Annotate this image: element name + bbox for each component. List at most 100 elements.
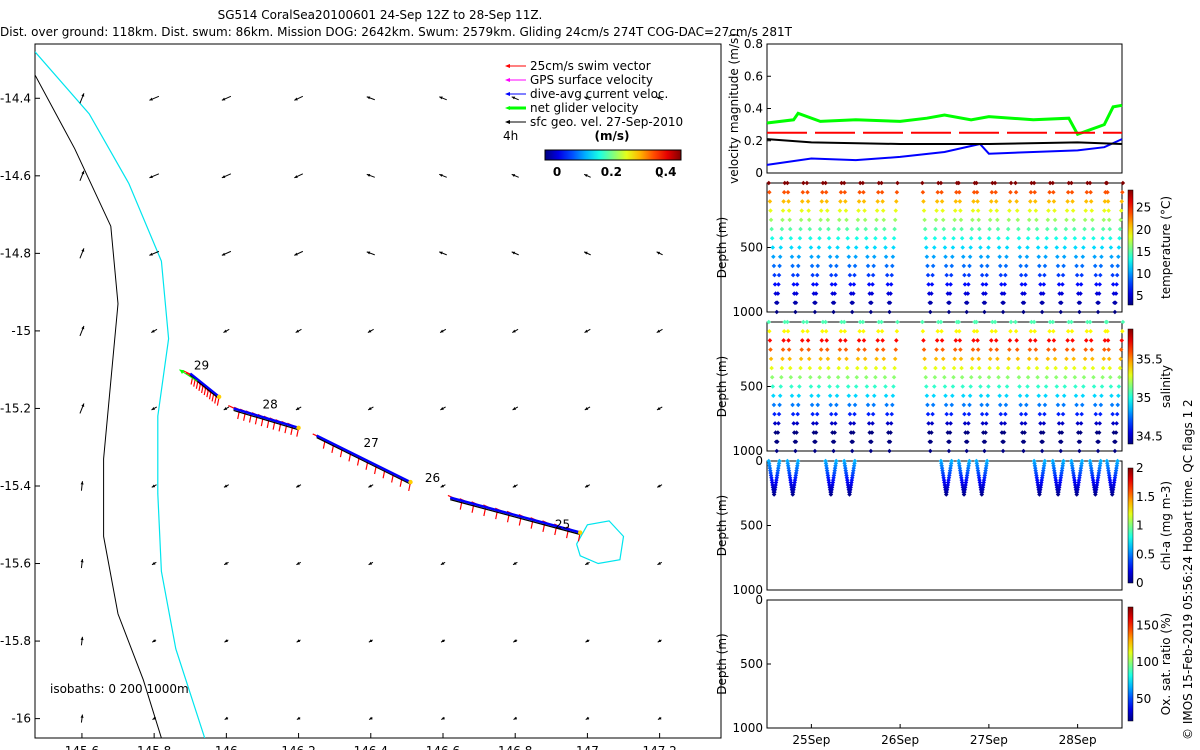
profile-dot <box>1119 199 1125 204</box>
y-tick-label: -14.4 <box>0 91 31 105</box>
track-endpoint-dot <box>216 394 222 400</box>
velocity-y-tick-label: 0.6 <box>744 69 763 83</box>
profile-dot <box>791 430 797 435</box>
profile-dot <box>1072 365 1077 371</box>
profile-dot <box>1046 347 1051 352</box>
profile-dot <box>979 411 985 417</box>
profile-dot <box>962 411 967 417</box>
profile-dot <box>959 365 964 371</box>
profile-dot <box>882 375 888 380</box>
profile-dot <box>1096 291 1102 296</box>
profile-dot <box>1094 421 1099 426</box>
profile-dot <box>967 393 973 398</box>
isobath-0m-line <box>35 74 162 738</box>
profile-dot <box>1079 263 1085 269</box>
profile-dot <box>1052 208 1057 213</box>
colorbar-tick-label: 0.2 <box>601 165 622 179</box>
profile-dot <box>1078 291 1083 296</box>
profile-dot <box>772 411 777 417</box>
profile-dot <box>1053 236 1059 241</box>
profile-dot <box>842 328 848 334</box>
profile-dot <box>1079 458 1085 464</box>
colorbar-tick-label: 35.5 <box>1136 353 1163 367</box>
profile-dot <box>1066 319 1072 325</box>
profile-dot <box>1098 458 1103 464</box>
profile-dot <box>804 319 810 325</box>
profile-dot <box>852 263 858 269</box>
profile-dot <box>771 402 777 408</box>
profile-dot <box>1117 375 1122 380</box>
profile-dot <box>950 393 955 398</box>
figure-subtitle: Dist. over ground: 118km. Dist. swum: 86… <box>0 25 792 39</box>
profile-dot <box>810 282 816 287</box>
profile-dot <box>879 328 885 334</box>
colorbar-tick-label: 0 <box>1136 576 1144 590</box>
geo-vector-arrow-head <box>80 481 84 485</box>
profile-dot <box>832 430 837 435</box>
profile-dot <box>1090 217 1095 223</box>
profile-dot <box>888 282 894 287</box>
profile-dot <box>1033 199 1038 204</box>
profile-dot <box>1059 439 1064 445</box>
profile-dot <box>852 411 857 417</box>
profile-dot <box>873 365 879 371</box>
profile-dot <box>1013 328 1019 334</box>
track-line <box>233 409 299 431</box>
profile-dot <box>989 328 995 334</box>
profile-dot <box>1025 375 1031 380</box>
x-tick-label: 146.2 <box>281 744 315 750</box>
profile-dot <box>794 282 800 287</box>
profile-dot <box>870 421 875 426</box>
profile-dot <box>781 338 786 343</box>
profile-dot <box>1058 448 1064 454</box>
profile-dot <box>994 347 1000 352</box>
profile-dot <box>952 356 957 362</box>
profile-dot <box>771 254 776 259</box>
y-tick-label: -16 <box>11 712 31 726</box>
profile-dot <box>925 402 930 408</box>
profile-dot <box>768 347 773 352</box>
panel-colorbar <box>1127 606 1134 722</box>
credit-text: © IMOS 15-Feb-2019 05:56:24 Hobart time.… <box>1181 399 1195 740</box>
depth-panel: 0 500 1000 Depth (m) 0 0.5 1 1.5 2 chl-a (mg m-3) <box>715 454 1173 597</box>
profile-dot <box>926 282 931 287</box>
profile-dot <box>1093 272 1099 278</box>
profile-dot <box>806 356 812 362</box>
profile-dot <box>833 458 839 464</box>
velocity-y-tick-label: 0 <box>755 166 763 180</box>
profile-dot <box>982 439 988 445</box>
map-content: 29 28 27 26 25 <box>35 51 663 738</box>
profile-dot <box>775 291 781 296</box>
profile-dot <box>1058 309 1064 315</box>
profile-dot <box>793 300 799 306</box>
profile-dot <box>823 319 828 325</box>
profile-dot <box>1060 282 1065 287</box>
profile-dot <box>981 430 986 435</box>
profile-dot <box>810 272 815 278</box>
profile-dot <box>1104 180 1110 186</box>
profile-dot <box>978 393 984 398</box>
profile-dot <box>928 300 934 306</box>
profile-dot <box>998 411 1004 417</box>
geo-vector-arrow-head <box>296 639 301 643</box>
profile-dot <box>889 272 895 278</box>
legend-label: GPS surface velocity <box>530 73 653 87</box>
profile-dot <box>978 384 983 389</box>
geo-vector-arrow-head <box>585 561 589 565</box>
profile-dot <box>773 430 778 435</box>
profile-dot <box>1065 189 1071 195</box>
profile-dot <box>1063 226 1069 232</box>
profile-dot <box>1014 338 1019 343</box>
profile-dot <box>844 365 850 371</box>
depth-y-axis-label: Depth (m) <box>715 633 729 694</box>
profile-dot <box>1063 365 1069 371</box>
profile-dot <box>945 430 951 435</box>
x-tick-label: 146.4 <box>354 744 388 750</box>
profile-dot <box>1105 189 1110 195</box>
profile-dot <box>920 319 925 325</box>
profile-dot <box>1016 365 1021 371</box>
profile-dot <box>1043 384 1049 389</box>
date-x-tick-label: 25Sep <box>792 733 830 747</box>
